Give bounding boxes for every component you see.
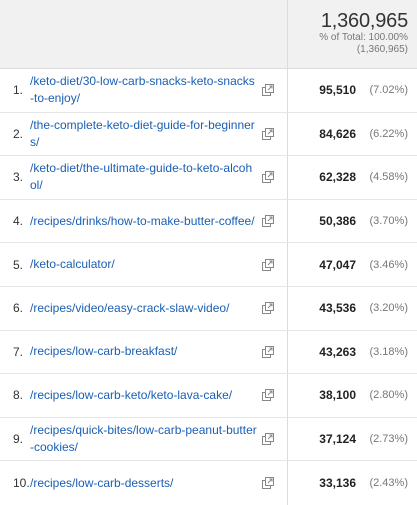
header-spacer [0,0,287,68]
metric-percent: (2.80%) [369,389,408,402]
total-parenthetical: (1,360,965) [356,44,408,55]
external-link-icon[interactable] [262,389,274,402]
external-link-icon[interactable] [262,258,274,271]
external-link-icon[interactable] [262,477,274,490]
metric-cell: 37,124 (2.73%) [287,417,417,461]
page-cell: 1. /keto-diet/30-low-carb-snacks-keto-sn… [0,69,287,112]
metric-percent: (3.18%) [369,345,408,358]
table-row: 1. /keto-diet/30-low-carb-snacks-keto-sn… [0,69,417,113]
metric-value: 43,536 [319,301,356,316]
metric-percent: (4.58%) [369,171,408,184]
row-rank: 8. [13,388,24,403]
row-rank: 10. [13,476,30,491]
summary-header-row: 1,360,965 % of Total: 100.00% (1,360,965… [0,0,417,69]
metric-cell: 38,100 (2.80%) [287,374,417,417]
metric-percent: (3.70%) [369,215,408,228]
page-cell: 3. /keto-diet/the-ultimate-guide-to-keto… [0,156,287,199]
row-rank: 5. [13,257,24,272]
page-cell: 4. /recipes/drinks/how-to-make-butter-co… [0,200,287,243]
page-path-link[interactable]: /recipes/low-carb-keto/keto-lava-cake/ [30,387,233,402]
metric-percent: (3.46%) [369,258,408,271]
table-row: 2. /the-complete-keto-diet-guide-for-beg… [0,112,417,157]
table-row: 10. /recipes/low-carb-desserts/ 33,136 (… [0,461,417,505]
row-rank: 9. [13,432,24,447]
total-value: 1,360,965 [320,10,408,32]
table-row: 5. /keto-calculator/ 47,047 (3.46%) [0,243,417,287]
row-rank: 7. [13,344,24,359]
metric-percent: (2.43%) [369,477,408,490]
metric-value: 84,626 [319,126,356,141]
external-link-icon[interactable] [262,84,274,97]
external-link-icon[interactable] [262,215,274,228]
metric-cell: 62,328 (4.58%) [287,156,417,199]
metric-value: 62,328 [319,170,356,185]
external-link-icon[interactable] [262,127,274,140]
page-cell: 10. /recipes/low-carb-desserts/ [0,461,287,505]
page-path-link[interactable]: /keto-diet/30-low-carb-snacks-keto-snack… [30,74,255,106]
row-rank: 3. [13,170,24,185]
page-path-link[interactable]: /recipes/quick-bites/low-carb-peanut-but… [30,423,257,455]
page-path-link[interactable]: /recipes/video/easy-crack-slaw-video/ [30,300,230,315]
metric-value: 47,047 [319,257,356,272]
total-percent-label: % of Total: 100.00% [319,32,408,43]
metric-percent: (3.20%) [369,302,408,315]
metric-value: 33,136 [319,476,356,491]
page-path-link[interactable]: /keto-calculator/ [30,257,115,272]
row-rank: 1. [13,83,24,98]
table-row: 4. /recipes/drinks/how-to-make-butter-co… [0,199,417,244]
metric-value: 37,124 [319,432,356,447]
metric-cell: 43,263 (3.18%) [287,330,417,374]
metric-value: 38,100 [319,388,356,403]
metric-cell: 43,536 (3.20%) [287,286,417,330]
page-path-link[interactable]: /the-complete-keto-diet-guide-for-beginn… [30,117,255,149]
metric-value: 50,386 [319,214,356,229]
page-cell: 2. /the-complete-keto-diet-guide-for-beg… [0,113,287,156]
table-row: 7. /recipes/low-carb-breakfast/ 43,263 (… [0,330,417,375]
page-cell: 5. /keto-calculator/ [0,243,287,286]
table-row: 3. /keto-diet/the-ultimate-guide-to-keto… [0,156,417,200]
metric-cell: 84,626 (6.22%) [287,112,417,156]
metric-value: 43,263 [319,344,356,359]
summary-total-cell: 1,360,965 % of Total: 100.00% (1,360,965… [287,0,417,68]
table-row: 9. /recipes/quick-bites/low-carb-peanut-… [0,417,417,462]
external-link-icon[interactable] [262,433,274,446]
row-rank: 2. [13,126,24,141]
metric-cell: 33,136 (2.43%) [287,461,417,505]
page-path-link[interactable]: /recipes/drinks/how-to-make-butter-coffe… [30,213,255,228]
metric-value: 95,510 [319,83,356,98]
metric-percent: (6.22%) [369,127,408,140]
external-link-icon[interactable] [262,171,274,184]
metric-cell: 47,047 (3.46%) [287,243,417,286]
page-cell: 6. /recipes/video/easy-crack-slaw-video/ [0,287,287,330]
table-row: 8. /recipes/low-carb-keto/keto-lava-cake… [0,374,417,418]
external-link-icon[interactable] [262,302,274,315]
metric-cell: 95,510 (7.02%) [287,69,417,112]
page-cell: 8. /recipes/low-carb-keto/keto-lava-cake… [0,374,287,417]
page-cell: 7. /recipes/low-carb-breakfast/ [0,331,287,374]
page-path-link[interactable]: /keto-diet/the-ultimate-guide-to-keto-al… [30,161,253,193]
metric-percent: (2.73%) [369,433,408,446]
row-rank: 4. [13,214,24,229]
page-path-link[interactable]: /recipes/low-carb-breakfast/ [30,344,178,359]
page-cell: 9. /recipes/quick-bites/low-carb-peanut-… [0,418,287,461]
metric-cell: 50,386 (3.70%) [287,199,417,243]
metric-percent: (7.02%) [369,84,408,97]
page-path-link[interactable]: /recipes/low-carb-desserts/ [30,475,174,490]
table-body: 1. /keto-diet/30-low-carb-snacks-keto-sn… [0,69,417,505]
row-rank: 6. [13,301,24,316]
table-row: 6. /recipes/video/easy-crack-slaw-video/… [0,286,417,331]
external-link-icon[interactable] [262,345,274,358]
